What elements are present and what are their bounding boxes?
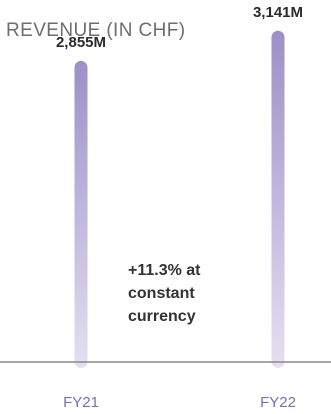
category-label-fy21: FY21	[63, 394, 99, 411]
category-label-fy22: FY22	[260, 394, 296, 411]
value-label-fy22: 3,141M	[253, 4, 303, 21]
bar-fy22	[271, 30, 285, 368]
value-label-fy21: 2,855M	[56, 34, 106, 51]
chart-title: REVENUE (IN CHF)	[6, 20, 186, 41]
growth-annotation: +11.3% at constant currency	[128, 262, 201, 325]
bar-fy21	[74, 60, 88, 368]
